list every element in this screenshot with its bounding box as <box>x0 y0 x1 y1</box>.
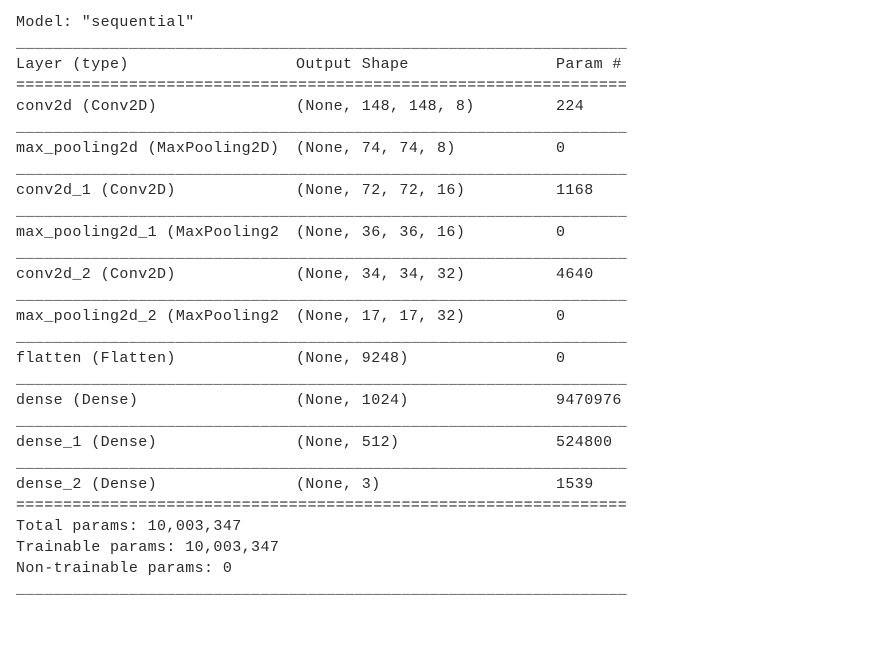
cell-shape: (None, 1024) <box>296 390 556 411</box>
cell-layer: flatten (Flatten) <box>16 348 296 369</box>
cell-param: 1168 <box>556 180 696 201</box>
header-shape: Output Shape <box>296 54 556 75</box>
separator-underscore: ________________________________________… <box>16 159 696 180</box>
separator-underscore: ________________________________________… <box>16 201 696 222</box>
separator-underscore: ________________________________________… <box>16 327 696 348</box>
cell-shape: (None, 512) <box>296 432 556 453</box>
table-row: flatten (Flatten)(None, 9248)0 <box>16 348 696 369</box>
table-row: conv2d_1 (Conv2D)(None, 72, 72, 16)1168 <box>16 180 696 201</box>
separator-underscore-bottom: ________________________________________… <box>16 579 696 600</box>
separator-underscore: ________________________________________… <box>16 453 696 474</box>
separator-underscore: ________________________________________… <box>16 243 696 264</box>
cell-shape: (None, 17, 17, 32) <box>296 306 556 327</box>
footer-trainable: Trainable params: 10,003,347 <box>16 537 696 558</box>
table-row: max_pooling2d (MaxPooling2D)(None, 74, 7… <box>16 138 696 159</box>
cell-param: 524800 <box>556 432 696 453</box>
separator-underscore: ________________________________________… <box>16 33 696 54</box>
table-row: conv2d_2 (Conv2D)(None, 34, 34, 32)4640 <box>16 264 696 285</box>
header-layer: Layer (type) <box>16 54 296 75</box>
cell-param: 0 <box>556 306 696 327</box>
separator-underscore: ________________________________________… <box>16 285 696 306</box>
cell-shape: (None, 148, 148, 8) <box>296 96 556 117</box>
cell-layer: max_pooling2d (MaxPooling2D) <box>16 138 296 159</box>
separator-equals: ========================================… <box>16 75 696 96</box>
separator-underscore: ________________________________________… <box>16 117 696 138</box>
table-row: max_pooling2d_1 (MaxPooling2(None, 36, 3… <box>16 222 696 243</box>
cell-param: 1539 <box>556 474 696 495</box>
cell-shape: (None, 3) <box>296 474 556 495</box>
cell-param: 4640 <box>556 264 696 285</box>
header-param: Param # <box>556 54 696 75</box>
footer-nontrainable: Non-trainable params: 0 <box>16 558 696 579</box>
cell-shape: (None, 72, 72, 16) <box>296 180 556 201</box>
cell-shape: (None, 9248) <box>296 348 556 369</box>
table-row: max_pooling2d_2 (MaxPooling2(None, 17, 1… <box>16 306 696 327</box>
cell-layer: max_pooling2d_1 (MaxPooling2 <box>16 222 296 243</box>
cell-layer: dense (Dense) <box>16 390 296 411</box>
cell-param: 9470976 <box>556 390 696 411</box>
cell-param: 0 <box>556 222 696 243</box>
separator-equals-bottom: ========================================… <box>16 495 696 516</box>
cell-layer: conv2d (Conv2D) <box>16 96 296 117</box>
table-row: conv2d (Conv2D)(None, 148, 148, 8)224 <box>16 96 696 117</box>
cell-shape: (None, 74, 74, 8) <box>296 138 556 159</box>
cell-layer: dense_1 (Dense) <box>16 432 296 453</box>
cell-layer: conv2d_2 (Conv2D) <box>16 264 296 285</box>
header-row: Layer (type) Output Shape Param # <box>16 54 696 75</box>
cell-shape: (None, 34, 34, 32) <box>296 264 556 285</box>
separator-underscore: ________________________________________… <box>16 369 696 390</box>
footer-total: Total params: 10,003,347 <box>16 516 696 537</box>
cell-layer: max_pooling2d_2 (MaxPooling2 <box>16 306 296 327</box>
table-row: dense_1 (Dense)(None, 512)524800 <box>16 432 696 453</box>
cell-param: 224 <box>556 96 696 117</box>
cell-param: 0 <box>556 348 696 369</box>
cell-layer: dense_2 (Dense) <box>16 474 296 495</box>
separator-underscore: ________________________________________… <box>16 411 696 432</box>
cell-layer: conv2d_1 (Conv2D) <box>16 180 296 201</box>
table-row: dense_2 (Dense)(None, 3)1539 <box>16 474 696 495</box>
cell-shape: (None, 36, 36, 16) <box>296 222 556 243</box>
model-name-line: Model: "sequential" <box>16 12 874 33</box>
cell-param: 0 <box>556 138 696 159</box>
layer-rows: conv2d (Conv2D)(None, 148, 148, 8)224___… <box>16 96 874 495</box>
table-row: dense (Dense)(None, 1024)9470976 <box>16 390 696 411</box>
